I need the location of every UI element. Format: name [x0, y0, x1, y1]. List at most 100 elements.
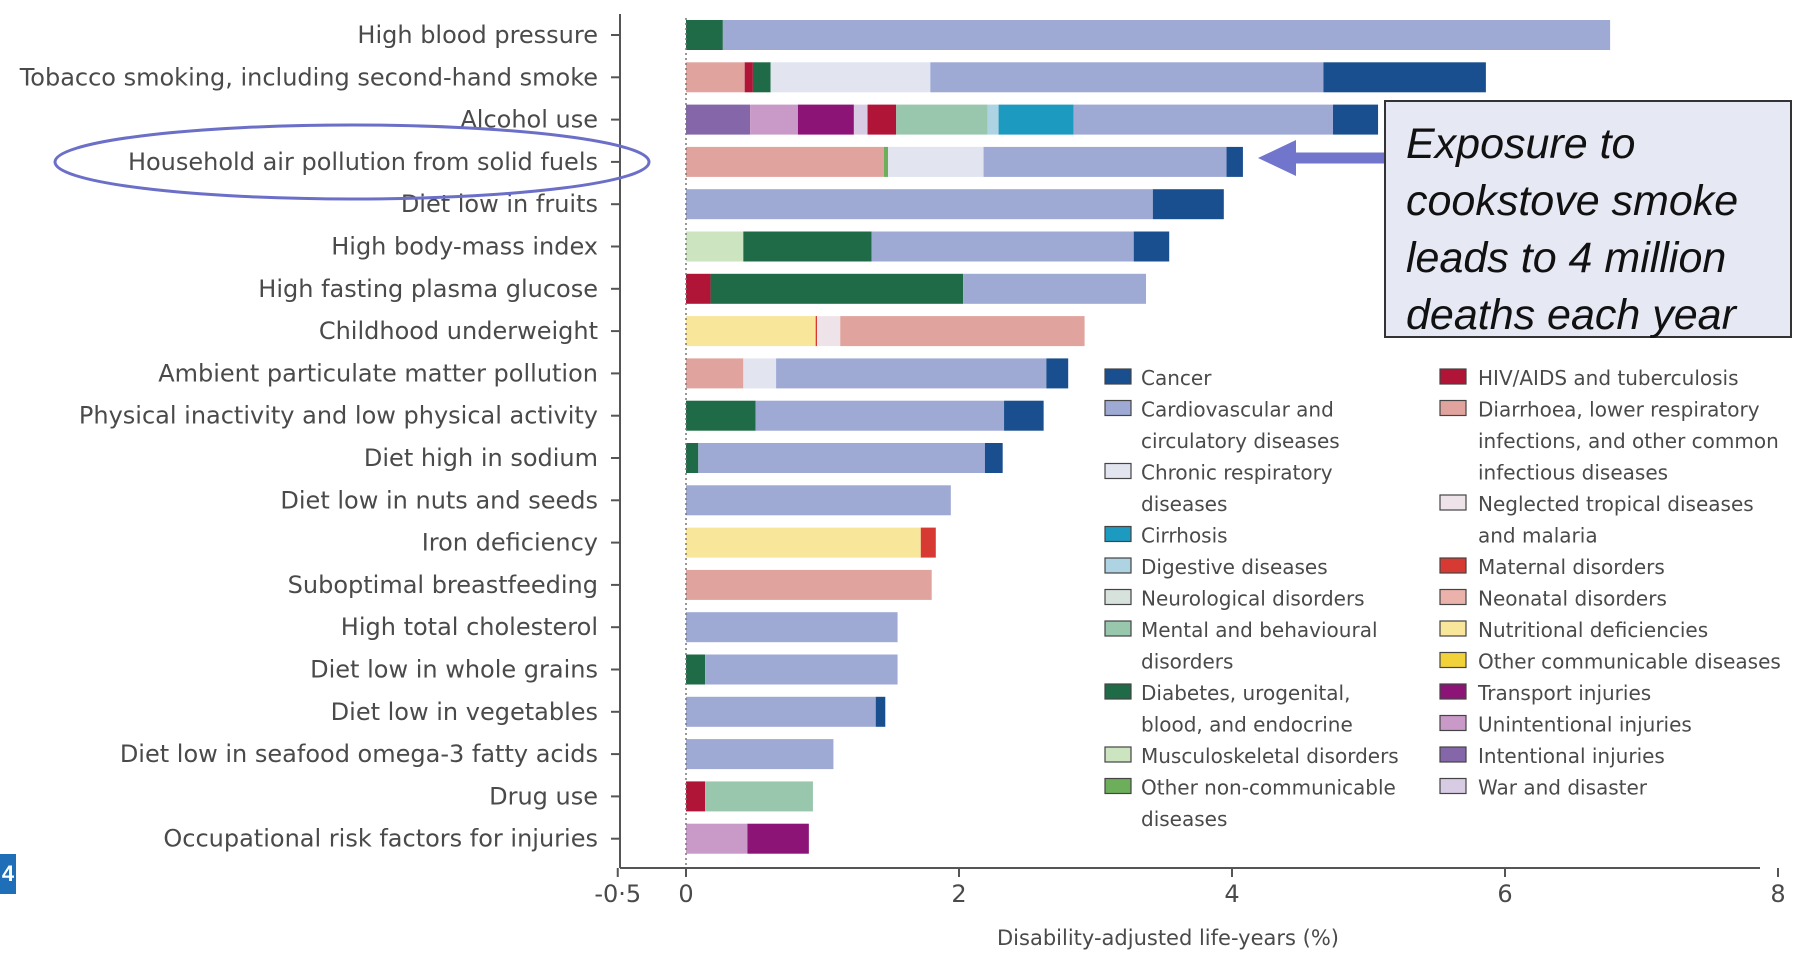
- x-tick-label: 0: [678, 880, 693, 908]
- bar-segment-cancer: [1226, 146, 1243, 177]
- legend-label: Diarrhoea, lower respiratory: [1478, 398, 1760, 422]
- bar-segment-cardio: [722, 20, 1611, 50]
- legend-label: Unintentional injuries: [1478, 713, 1692, 737]
- category-label: Iron deficiency: [422, 529, 598, 557]
- bar-segment-cancer: [875, 696, 886, 727]
- category-label: High total cholesterol: [341, 613, 598, 641]
- bar-segment-ntd: [817, 316, 841, 347]
- legend-label: Musculoskeletal disorders: [1141, 744, 1399, 768]
- bar-segment-cardio: [983, 146, 1227, 177]
- callout-box: Exposure to cookstove smoke leads to 4 m…: [1384, 100, 1792, 339]
- bar-segment-cancer: [1152, 189, 1224, 220]
- bar-segment-intentional: [686, 104, 751, 135]
- legend-label: War and disaster: [1478, 776, 1648, 800]
- legend-swatch-ntd: [1439, 494, 1467, 511]
- category-label: Diet low in nuts and seeds: [280, 486, 598, 514]
- legend-swatch-musculo: [1104, 746, 1132, 763]
- legend-label: Neurological disorders: [1141, 587, 1365, 611]
- bar-segment-cardio: [755, 400, 1005, 431]
- legend-label: Chronic respiratory: [1141, 461, 1333, 485]
- legend-swatch-neonatal: [1439, 588, 1467, 606]
- category-label: Tobacco smoking, including second-hand s…: [19, 63, 598, 91]
- legend: Cancer Cardiovascular and circulatory dise…: [1104, 366, 1781, 831]
- category-label: Childhood underweight: [319, 317, 598, 345]
- legend-swatch-maternal: [1439, 557, 1467, 574]
- callout-line: leads to 4 million: [1406, 234, 1727, 282]
- legend-swatch-chronic_resp: [1104, 462, 1132, 480]
- bar-segment-cancer: [1046, 358, 1069, 389]
- legend-swatch-hiv_tb: [1439, 368, 1467, 385]
- bar-segment-cardio: [698, 443, 985, 473]
- legend-swatch-diarrhoea: [1439, 399, 1467, 417]
- legend-label: Intentional injuries: [1478, 744, 1665, 768]
- bar-segment-diarrhoea: [686, 62, 745, 93]
- bar-segment-cardio: [686, 189, 1153, 220]
- bar-segment-cardio: [686, 696, 876, 727]
- callout-arrow-head: [1258, 140, 1296, 176]
- legend-label: Diabetes, urogenital,: [1141, 681, 1350, 705]
- bar-segment-diabetes: [686, 443, 699, 473]
- bar-segment-cardio: [686, 612, 898, 643]
- bar-segment-cardio: [963, 273, 1147, 304]
- highlight-ellipse: [53, 123, 651, 201]
- legend-swatch-other_comm: [1439, 651, 1467, 669]
- category-label: Suboptimal breastfeeding: [288, 571, 598, 599]
- callout-line: cookstove smoke: [1406, 177, 1739, 225]
- bar-segment-diarrhoea: [686, 358, 744, 389]
- category-labels: High blood pressure Tobacco smoking, incl…: [19, 21, 598, 853]
- bar-segment-transport: [797, 104, 854, 135]
- x-tick-label: 6: [1497, 880, 1512, 908]
- legend-swatch-digestive: [1104, 557, 1132, 574]
- bar-segment-diabetes: [743, 231, 872, 262]
- legend-label: blood, and endocrine: [1141, 713, 1353, 737]
- legend-swatch-other_ncd: [1104, 777, 1132, 795]
- bar-segment-musculo: [686, 231, 744, 262]
- x-tick-label: 4: [1224, 880, 1239, 908]
- legend-label: Transport injuries: [1477, 681, 1651, 705]
- legend-label: Cancer: [1141, 366, 1212, 390]
- legend-label: Cirrhosis: [1141, 524, 1228, 548]
- callout-line: deaths each year: [1406, 291, 1736, 339]
- category-label: Diet low in whole grains: [310, 656, 598, 684]
- bar-segment-mental: [896, 104, 988, 135]
- bar-segment-cardio: [686, 485, 951, 516]
- bar-segment-cancer: [1004, 400, 1044, 431]
- bar-segment-other_ncd: [883, 146, 889, 177]
- legend-label: infectious diseases: [1478, 461, 1668, 485]
- bar-segment-maternal: [920, 527, 936, 558]
- legend-label: diseases: [1141, 492, 1227, 516]
- bar-segment-cardio: [686, 739, 834, 770]
- bar-segment-mental: [705, 781, 813, 812]
- bar-segment-diabetes: [686, 654, 706, 685]
- legend-label: disorders: [1141, 650, 1233, 674]
- legend-label: diseases: [1141, 807, 1227, 831]
- legend-label: Nutritional deficiencies: [1478, 618, 1708, 642]
- bar-segment-transport: [747, 823, 809, 854]
- bar-segment-diarrhoea: [686, 569, 932, 600]
- bar-segment-hiv_tb: [744, 62, 753, 93]
- category-label: Occupational risk factors for injuries: [163, 825, 598, 853]
- bar-segment-unintentional: [750, 104, 798, 135]
- bar-segment-diabetes: [686, 20, 723, 50]
- bar-segment-cardio: [776, 358, 1047, 389]
- bar-segment-hiv_tb: [686, 781, 706, 812]
- bar-segment-maternal: [815, 316, 818, 347]
- bar-segment-chronic_resp: [743, 358, 777, 389]
- bar-segment-chronic_resp: [888, 146, 984, 177]
- legend-label: Neglected tropical diseases: [1478, 492, 1754, 516]
- bar-segment-hiv_tb: [867, 104, 897, 135]
- legend-label: HIV/AIDS and tuberculosis: [1478, 366, 1739, 390]
- category-label: Diet low in vegetables: [331, 698, 598, 726]
- legend-swatch-transport: [1439, 683, 1467, 700]
- callout-line: Exposure to: [1406, 120, 1636, 168]
- legend-label: Other non-communicable: [1141, 776, 1396, 800]
- legend-label: Other communicable diseases: [1478, 650, 1781, 674]
- category-label: Drug use: [489, 782, 598, 810]
- bar-segment-digestive: [987, 104, 999, 135]
- legend-swatch-cancer: [1104, 368, 1132, 385]
- category-label: Ambient particulate matter pollution: [158, 359, 598, 387]
- legend-label: and malaria: [1478, 524, 1598, 548]
- bar-segment-cirrhosis: [998, 104, 1074, 135]
- bar-segment-diarrhoea: [840, 316, 1085, 347]
